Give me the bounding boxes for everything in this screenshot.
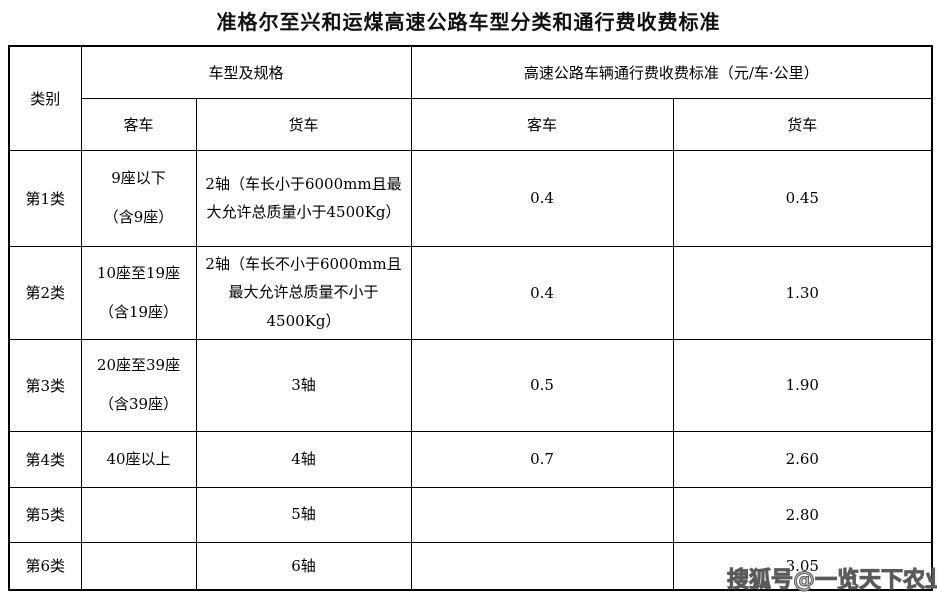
truck-spec-cell: 2轴（车长小于6000mm且最大允许总质量小于4500Kg） xyxy=(195,149,412,247)
category-cell: 第3类 xyxy=(8,338,82,432)
header-spec-group: 车型及规格 xyxy=(80,45,412,99)
table-row: 第3类 20座至39座 （含39座） 3轴 0.5 1.90 xyxy=(8,338,933,432)
truck-spec-cell: 2轴（车长不小于6000mm且最大允许总质量不小于4500Kg） xyxy=(195,245,412,340)
bus-toll-cell: 0.5 xyxy=(410,338,674,432)
bus-toll-cell: 0.7 xyxy=(410,430,674,488)
seats-cell xyxy=(80,486,197,543)
category-cell: 第6类 xyxy=(8,541,82,591)
table-row: 第6类 6轴 3.05 xyxy=(8,541,933,591)
truck-spec-cell: 6轴 xyxy=(195,541,412,591)
truck-toll-cell: 1.30 xyxy=(672,245,933,340)
table-row: 第2类 10座至19座 （含19座） 2轴（车长不小于6000mm且最大允许总质… xyxy=(8,245,933,340)
category-cell: 第4类 xyxy=(8,430,82,488)
category-cell: 第1类 xyxy=(8,149,82,247)
table-row: 第1类 9座以下 （含9座） 2轴（车长小于6000mm且最大允许总质量小于45… xyxy=(8,149,933,247)
header-spec-bus: 客车 xyxy=(80,97,197,151)
toll-rate-table: 类别 车型及规格 高速公路车辆通行费收费标准（元/车·公里） 客车 货车 客车 … xyxy=(8,45,934,591)
header-spec-truck: 货车 xyxy=(195,97,412,151)
category-cell: 第2类 xyxy=(8,245,82,340)
truck-spec-cell: 3轴 xyxy=(195,338,412,432)
truck-toll-cell: 1.90 xyxy=(672,338,933,432)
truck-toll-cell: 2.80 xyxy=(672,486,933,543)
header-row-2: 客车 货车 客车 货车 xyxy=(9,97,933,151)
seats-cell: 20座至39座 （含39座） xyxy=(80,338,197,432)
header-row-1: 类别 车型及规格 高速公路车辆通行费收费标准（元/车·公里） xyxy=(8,45,933,151)
seats-cell: 40座以上 xyxy=(80,430,197,488)
header-toll-bus: 客车 xyxy=(410,97,674,151)
bus-toll-cell xyxy=(410,486,674,543)
header-category: 类别 xyxy=(8,45,82,151)
page-title: 准格尔至兴和运煤高速公路车型分类和通行费收费标准 xyxy=(216,10,721,34)
table-row: 第5类 5轴 2.80 xyxy=(8,486,933,543)
category-cell: 第5类 xyxy=(8,486,82,543)
truck-spec-cell: 5轴 xyxy=(195,486,412,543)
truck-spec-cell: 4轴 xyxy=(195,430,412,488)
table-row: 第4类 40座以上 4轴 0.7 2.60 xyxy=(8,430,933,488)
header-toll-group: 高速公路车辆通行费收费标准（元/车·公里） xyxy=(410,45,933,99)
truck-toll-cell: 0.45 xyxy=(672,149,933,247)
truck-toll-cell: 3.05 xyxy=(672,541,933,591)
seats-cell: 10座至19座 （含19座） xyxy=(80,245,197,340)
seats-cell: 9座以下 （含9座） xyxy=(80,149,197,247)
bus-toll-cell xyxy=(410,541,674,591)
truck-toll-cell: 2.60 xyxy=(672,430,933,488)
header-toll-truck: 货车 xyxy=(672,97,933,151)
bus-toll-cell: 0.4 xyxy=(410,149,674,247)
bus-toll-cell: 0.4 xyxy=(410,245,674,340)
seats-cell xyxy=(80,541,197,591)
